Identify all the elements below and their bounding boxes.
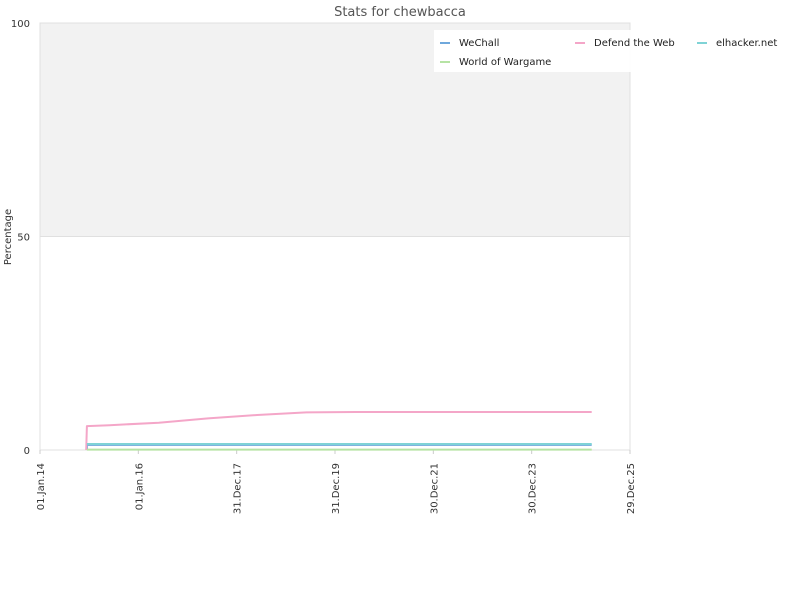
legend-label: WeChall bbox=[459, 38, 499, 49]
x-tick-label: 30.Dec.23 bbox=[528, 463, 539, 514]
legend-background bbox=[434, 30, 784, 72]
x-tick-label: 29.Dec.25 bbox=[626, 463, 637, 514]
x-axis-ticks: 01.Jan.14 01.Jan.16 31.Dec.17 31.Dec.19 30.D… bbox=[36, 450, 637, 514]
x-tick-label: 31.Dec.17 bbox=[233, 463, 244, 514]
x-tick-label: 01.Jan.14 bbox=[36, 463, 47, 510]
y-tick-label: 0 bbox=[24, 446, 30, 457]
x-tick-label: 30.Dec.21 bbox=[429, 463, 440, 514]
legend-label: Defend the Web bbox=[594, 38, 675, 49]
chart-title: Stats for chewbacca bbox=[334, 5, 466, 20]
y-tick-label: 100 bbox=[11, 19, 30, 30]
y-axis-label: Percentage bbox=[3, 209, 14, 265]
series-line-1 bbox=[85, 411, 592, 451]
legend: WeChall Defend the Web elhacker.net World o… bbox=[434, 30, 784, 72]
x-tick-label: 01.Jan.16 bbox=[134, 463, 145, 510]
x-tick-label: 31.Dec.19 bbox=[331, 463, 342, 514]
legend-label: elhacker.net bbox=[716, 38, 777, 49]
y-axis-ticks: 0 50 100 bbox=[11, 19, 30, 457]
legend-label: World of Wargame bbox=[459, 57, 551, 68]
series-lines bbox=[85, 411, 592, 451]
y-tick-label: 50 bbox=[17, 233, 30, 244]
